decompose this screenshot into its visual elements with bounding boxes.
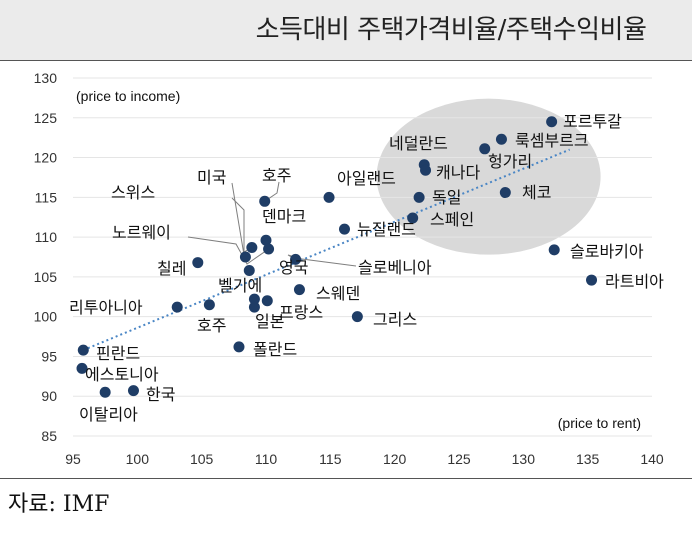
y-tick-label: 115 [35, 189, 58, 205]
source-note: 자료: IMF [8, 492, 110, 517]
point-label: 핀란드 [96, 344, 140, 363]
x-tick-label: 110 [255, 451, 278, 467]
point-labels: 포르투갈룩셈부르크네덜란드헝가리캐나다체코독일스페인아일랜드뉴질랜드호주미국스위… [69, 112, 664, 424]
point-label: 스페인 [430, 210, 474, 229]
point-label: 독일 [432, 188, 461, 207]
data-points [76, 116, 598, 398]
point-label: 칠레 [157, 259, 186, 278]
leader-line [231, 182, 246, 258]
point-label: 네덜란드 [389, 134, 448, 153]
point-label: 덴마크 [262, 207, 306, 226]
point-label: 리투아니아 [69, 298, 143, 317]
point-label: 라트비아 [605, 272, 664, 291]
point-label: 한국 [146, 385, 175, 404]
data-point [243, 265, 255, 277]
point-label: 포르투갈 [563, 112, 622, 131]
point-label: 캐나다 [436, 163, 480, 182]
data-point [77, 344, 89, 356]
data-point [248, 301, 260, 313]
point-label: 스위스 [111, 183, 155, 202]
gridlines [73, 77, 652, 437]
data-point [192, 257, 204, 269]
point-label: 헝가리 [488, 152, 532, 171]
data-point [338, 223, 350, 235]
y-tick-label: 105 [34, 269, 58, 285]
x-tick-label: 130 [512, 451, 536, 467]
y-tick-label: 95 [41, 348, 57, 364]
point-label: 룩셈부르크 [515, 131, 589, 150]
point-label: 체코 [522, 183, 551, 202]
data-point [420, 164, 432, 176]
data-point [261, 295, 273, 307]
data-point [99, 386, 111, 398]
y-tick-label: 130 [34, 70, 58, 86]
y-tick-label: 125 [34, 110, 58, 126]
data-point [263, 243, 275, 255]
data-point [351, 311, 363, 323]
x-tick-labels: 95 100 105 110 115 120 125 130 135 140 [65, 451, 664, 467]
data-point [407, 212, 419, 224]
data-point [260, 234, 272, 246]
x-tick-label: 125 [447, 451, 471, 467]
data-point [586, 274, 598, 286]
y-tick-label: 110 [35, 229, 58, 245]
x-tick-label: 120 [383, 451, 407, 467]
data-point [413, 191, 425, 203]
data-point [546, 116, 558, 128]
data-point [239, 251, 251, 263]
point-label: 호주 [262, 166, 291, 185]
y-tick-label: 90 [41, 388, 57, 404]
x-axis-label: (price to rent) [558, 415, 641, 431]
data-point [323, 191, 335, 203]
point-label: 영국 [279, 258, 308, 277]
point-label: 뉴질랜드 [357, 220, 416, 239]
highlight-ellipse [376, 98, 601, 255]
data-point [246, 241, 258, 253]
point-label: 노르웨이 [112, 223, 171, 242]
point-label: 이탈리아 [79, 405, 138, 424]
y-axis-label: (price to income) [76, 88, 180, 104]
chart-title: 소득대비 주택가격비율/주택수익비율 [255, 15, 647, 45]
point-label: 프랑스 [279, 303, 323, 322]
data-point [76, 362, 88, 374]
point-label: 에스토니아 [85, 365, 159, 384]
data-point [499, 187, 511, 199]
data-point [290, 253, 302, 265]
bottom-divider [0, 478, 692, 479]
y-tick-label: 100 [34, 309, 58, 325]
y-tick-label: 85 [41, 428, 57, 444]
scatter-chart: 85 90 95 100 105 110 115 120 125 130 95 100 105 110 1… [34, 70, 665, 467]
y-tick-labels: 85 90 95 100 105 110 115 120 125 130 [34, 70, 58, 444]
data-point [203, 299, 215, 311]
y-tick-label: 120 [34, 150, 58, 166]
point-label: 슬로바키아 [570, 242, 644, 261]
data-point [233, 341, 245, 353]
point-label: 호주 [197, 316, 226, 335]
x-tick-label: 95 [65, 451, 81, 467]
x-tick-label: 135 [576, 451, 600, 467]
point-label: 그리스 [373, 310, 417, 329]
point-label: 일본 [255, 312, 284, 331]
point-label: 벨기에 [218, 276, 262, 295]
x-tick-label: 115 [319, 451, 342, 467]
x-tick-label: 100 [126, 451, 150, 467]
point-label: 폴란드 [253, 340, 297, 359]
point-label: 슬로베니아 [358, 258, 432, 277]
point-label: 스웨덴 [316, 284, 360, 303]
data-point [293, 284, 305, 296]
data-point [259, 195, 271, 207]
data-point [548, 244, 560, 256]
point-label: 아일랜드 [337, 169, 396, 188]
data-point [248, 293, 260, 305]
data-point [127, 385, 139, 397]
point-label: 미국 [197, 168, 226, 187]
data-point [495, 133, 507, 145]
data-point [479, 143, 491, 155]
top-divider [0, 60, 692, 61]
title-bar [0, 0, 692, 60]
x-tick-label: 140 [640, 451, 664, 467]
data-point [171, 301, 183, 313]
x-tick-label: 105 [190, 451, 214, 467]
